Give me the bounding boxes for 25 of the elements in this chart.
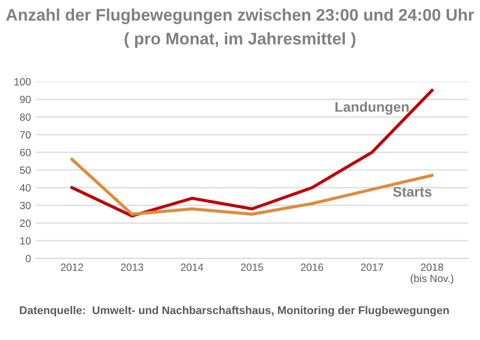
y-tick-label: 10	[20, 237, 31, 245]
chart-title: Anzahl der Flugbewegungen zwischen 23:00 und 24:00 Uhr	[6, 8, 474, 24]
x-tick-label: 2018 (bis Nov.)	[410, 264, 454, 284]
y-tick-label: 0	[26, 254, 31, 262]
y-tick-label: 60	[20, 148, 31, 156]
x-tick-label: 2012	[60, 264, 84, 271]
x-tick-label: 2013	[120, 264, 144, 271]
series-label: Starts	[393, 186, 432, 197]
line-series	[70, 158, 434, 216]
chart-subtitle: ( pro Monat, im Jahresmittel )	[124, 32, 356, 48]
y-tick-label: 50	[20, 166, 31, 174]
x-tick-label: 2015	[240, 264, 264, 271]
series-label: Landungen	[336, 102, 409, 115]
y-tick-label: 30	[20, 202, 31, 210]
y-tick-label: 20	[20, 220, 31, 227]
x-tick-label: 2017	[360, 264, 384, 271]
text: Datenquelle: Umwelt- und Nachbarschaftshaus, Monitoring der Flugbewegungen	[20, 306, 449, 316]
y-tick-label: 70	[20, 131, 31, 139]
x-tick-label: 2016	[300, 264, 324, 271]
y-tick-label: 80	[20, 113, 31, 121]
y-tick-label: 40	[20, 184, 31, 192]
x-tick-label: 2014	[180, 264, 204, 271]
line-series	[70, 88, 434, 218]
y-tick-label: 100	[14, 78, 31, 86]
y-tick-label: 90	[20, 96, 31, 104]
